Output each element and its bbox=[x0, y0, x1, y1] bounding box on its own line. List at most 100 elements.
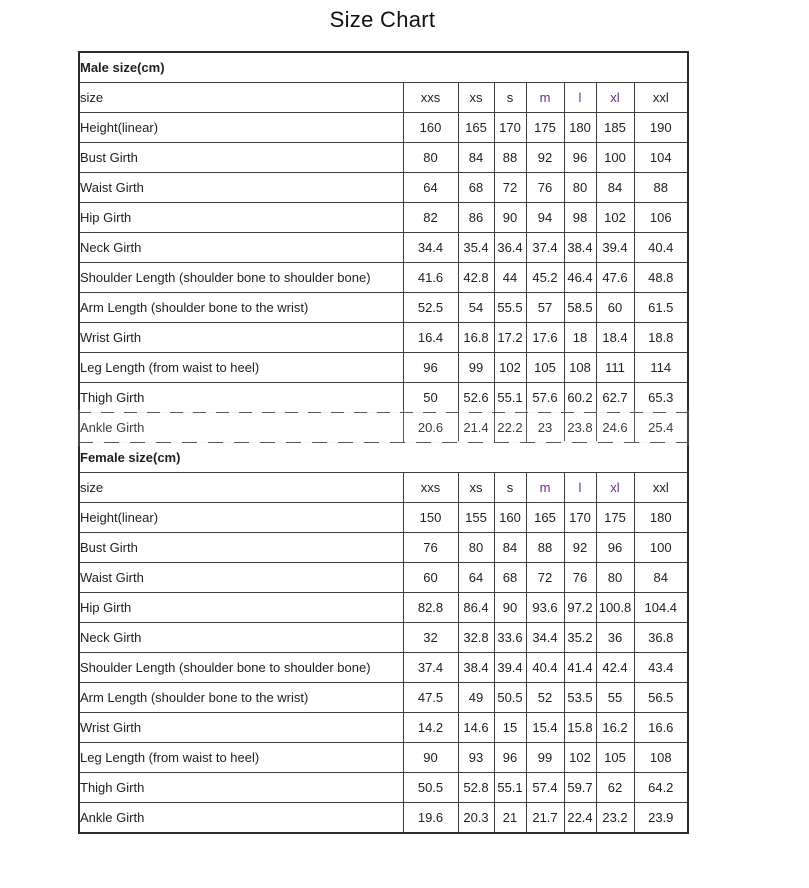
measurement-value: 39.4 bbox=[493, 652, 527, 683]
measurement-value: 80 bbox=[402, 142, 459, 173]
measurement-value: 57.4 bbox=[525, 772, 565, 803]
measurement-label: Hip Girth bbox=[78, 202, 404, 233]
measurement-value: 55.5 bbox=[493, 292, 527, 323]
measurement-value: 35.2 bbox=[563, 622, 597, 653]
measurement-value: 34.4 bbox=[402, 232, 459, 263]
measurement-value: 61.5 bbox=[633, 292, 689, 323]
measurement-value: 82 bbox=[402, 202, 459, 233]
measurement-row: Ankle Girth 19.6 20.3 21 21.7 22.4 23.2 23.9 bbox=[78, 802, 689, 834]
measurement-value: 57 bbox=[525, 292, 565, 323]
measurement-value: 64 bbox=[457, 562, 495, 593]
measurement-label: Height(linear) bbox=[78, 112, 404, 143]
measurement-value: 58.5 bbox=[563, 292, 597, 323]
measurement-row: Bust Girth 80 84 88 92 96 100 104 bbox=[78, 142, 689, 173]
measurement-label: Neck Girth bbox=[78, 622, 404, 653]
measurement-value: 97.2 bbox=[563, 592, 597, 623]
measurement-value: 65.3 bbox=[633, 382, 689, 413]
measurement-row: Leg Length (from waist to heel) 96 99 102 10… bbox=[78, 352, 689, 383]
measurement-value: 53.5 bbox=[563, 682, 597, 713]
section-header-row: Male size(cm) bbox=[78, 51, 689, 83]
measurement-value: 36.4 bbox=[493, 232, 527, 263]
size-column-header: m bbox=[525, 82, 565, 113]
measurement-value: 47.5 bbox=[402, 682, 459, 713]
measurement-value: 104.4 bbox=[633, 592, 689, 623]
measurement-value: 32 bbox=[402, 622, 459, 653]
measurement-value: 190 bbox=[633, 112, 689, 143]
measurement-value: 100.8 bbox=[595, 592, 635, 623]
measurement-row: Bust Girth 76 80 84 88 92 96 100 bbox=[78, 532, 689, 563]
measurement-value: 60 bbox=[595, 292, 635, 323]
page-title: Size Chart bbox=[329, 7, 436, 32]
measurement-value: 102 bbox=[493, 352, 527, 383]
measurement-row: Wrist Girth 14.2 14.6 15 15.4 15.8 16.2 16.6 bbox=[78, 712, 689, 743]
measurement-value: 50.5 bbox=[402, 772, 459, 803]
measurement-value: 88 bbox=[525, 532, 565, 563]
measurement-value: 48.8 bbox=[633, 262, 689, 293]
size-column-header: xl bbox=[595, 82, 635, 113]
measurement-label: Bust Girth bbox=[78, 532, 404, 563]
measurement-row: Shoulder Length (shoulder bone to should… bbox=[78, 262, 689, 293]
measurement-value: 18 bbox=[563, 322, 597, 353]
measurement-value: 180 bbox=[563, 112, 597, 143]
measurement-value: 50.5 bbox=[493, 682, 527, 713]
size-column-header: l bbox=[563, 82, 597, 113]
size-column-header: xxs bbox=[402, 82, 459, 113]
measurement-value: 23.9 bbox=[633, 802, 689, 834]
measurement-value: 96 bbox=[563, 142, 597, 173]
measurement-value: 41.4 bbox=[563, 652, 597, 683]
measurement-value: 100 bbox=[595, 142, 635, 173]
measurement-value: 105 bbox=[525, 352, 565, 383]
measurement-value: 44 bbox=[493, 262, 527, 293]
measurement-row: Neck Girth 32 32.8 33.6 34.4 35.2 36 36.8 bbox=[78, 622, 689, 653]
measurement-value: 42.8 bbox=[457, 262, 495, 293]
measurement-label: Ankle Girth bbox=[78, 802, 404, 834]
size-column-header: s bbox=[493, 82, 527, 113]
measurement-value: 37.4 bbox=[402, 652, 459, 683]
measurement-row: Thigh Girth 50.5 52.8 55.1 57.4 59.7 62 64.2 bbox=[78, 772, 689, 803]
measurement-row: Thigh Girth 50 52.6 55.1 57.6 60.2 62.7 65.3 bbox=[78, 382, 689, 413]
measurement-value: 14.2 bbox=[402, 712, 459, 743]
measurement-value: 84 bbox=[595, 172, 635, 203]
measurement-value: 52.5 bbox=[402, 292, 459, 323]
measurement-value: 33.6 bbox=[493, 622, 527, 653]
measurement-row: Neck Girth 34.4 35.4 36.4 37.4 38.4 39.4 40.4 bbox=[78, 232, 689, 263]
measurement-value: 102 bbox=[563, 742, 597, 773]
measurement-value: 84 bbox=[457, 142, 495, 173]
measurement-value: 62 bbox=[595, 772, 635, 803]
measurement-value: 64.2 bbox=[633, 772, 689, 803]
measurement-value: 76 bbox=[563, 562, 597, 593]
measurement-value: 170 bbox=[563, 502, 597, 533]
size-column-header: xxl bbox=[633, 82, 689, 113]
measurement-value: 55.1 bbox=[493, 382, 527, 413]
measurement-value: 52 bbox=[525, 682, 565, 713]
measurement-value: 165 bbox=[457, 112, 495, 143]
measurement-value: 88 bbox=[633, 172, 689, 203]
measurement-value: 106 bbox=[633, 202, 689, 233]
measurement-value: 99 bbox=[525, 742, 565, 773]
size-header-label: size bbox=[78, 82, 404, 113]
measurement-row: Ankle Girth 20.6 21.4 22.2 23 23.8 24.6 25.4 bbox=[78, 410, 689, 447]
measurement-label: Waist Girth bbox=[78, 172, 404, 203]
measurement-value: 170 bbox=[493, 112, 527, 143]
measurement-row: Hip Girth 82 86 90 94 98 102 106 bbox=[78, 202, 689, 233]
measurement-value: 36.8 bbox=[633, 622, 689, 653]
measurement-value: 32.8 bbox=[457, 622, 495, 653]
measurement-label: Leg Length (from waist to heel) bbox=[78, 742, 404, 773]
measurement-value: 96 bbox=[493, 742, 527, 773]
measurement-label: Shoulder Length (shoulder bone to should… bbox=[78, 262, 404, 293]
measurement-value: 16.6 bbox=[633, 712, 689, 743]
measurement-value: 96 bbox=[402, 352, 459, 383]
measurement-value: 23 bbox=[525, 412, 565, 443]
measurement-value: 72 bbox=[493, 172, 527, 203]
measurement-value: 86.4 bbox=[457, 592, 495, 623]
measurement-value: 54 bbox=[457, 292, 495, 323]
measurement-value: 96 bbox=[595, 532, 635, 563]
measurement-value: 90 bbox=[493, 592, 527, 623]
measurement-value: 180 bbox=[633, 502, 689, 533]
measurement-value: 57.6 bbox=[525, 382, 565, 413]
measurement-value: 90 bbox=[402, 742, 459, 773]
measurement-value: 21.4 bbox=[457, 412, 495, 443]
measurement-value: 23.8 bbox=[563, 412, 597, 443]
measurement-value: 19.6 bbox=[402, 802, 459, 834]
measurement-value: 24.6 bbox=[595, 412, 635, 443]
